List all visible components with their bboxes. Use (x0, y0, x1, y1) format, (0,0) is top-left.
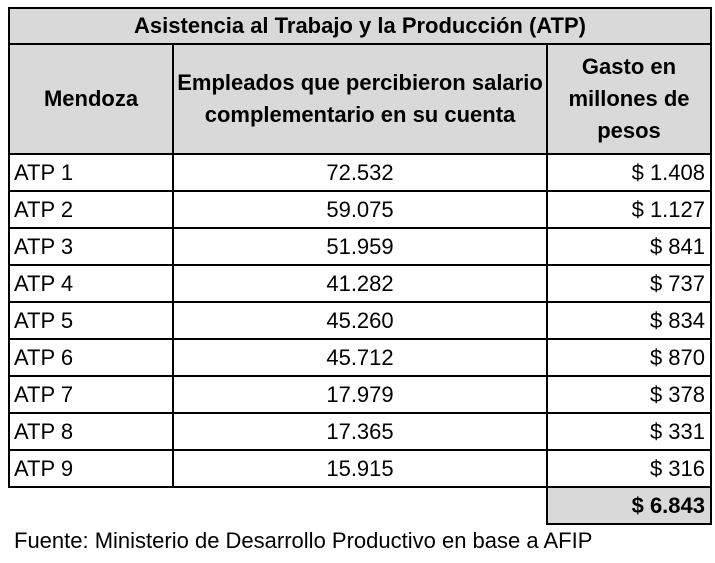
table-row: ATP 1 72.532 $ 1.408 (8, 153, 712, 192)
row-label: ATP 2 (8, 190, 174, 229)
total-gasto: $ 6.843 (546, 486, 712, 525)
row-gasto: $ 331 (546, 412, 712, 451)
row-gasto: $ 870 (546, 338, 712, 377)
table-row: ATP 6 45.712 $ 870 (8, 338, 712, 377)
atp-table: Asistencia al Trabajo y la Producción (A… (8, 7, 712, 525)
table-row: ATP 9 15.915 $ 316 (8, 449, 712, 488)
row-label: ATP 8 (8, 412, 174, 451)
row-gasto: $ 378 (546, 375, 712, 414)
row-empleados: 59.075 (172, 190, 548, 229)
row-label: ATP 5 (8, 301, 174, 340)
row-label: ATP 6 (8, 338, 174, 377)
header-row: Mendoza Empleados que percibieron salari… (8, 43, 712, 155)
row-empleados: 72.532 (172, 153, 548, 192)
row-label: ATP 4 (8, 264, 174, 303)
row-gasto: $ 841 (546, 227, 712, 266)
row-empleados: 17.979 (172, 375, 548, 414)
header-mendoza: Mendoza (8, 43, 174, 155)
row-empleados: 17.365 (172, 412, 548, 451)
row-label: ATP 1 (8, 153, 174, 192)
table-row: ATP 7 17.979 $ 378 (8, 375, 712, 414)
row-empleados: 45.712 (172, 338, 548, 377)
total-spacer (173, 487, 547, 524)
row-gasto: $ 316 (546, 449, 712, 488)
row-empleados: 45.260 (172, 301, 548, 340)
table-title: Asistencia al Trabajo y la Producción (A… (8, 7, 712, 45)
row-gasto: $ 737 (546, 264, 712, 303)
row-gasto: $ 834 (546, 301, 712, 340)
table-row: ATP 2 59.075 $ 1.127 (8, 190, 712, 229)
row-empleados: 15.915 (172, 449, 548, 488)
row-empleados: 51.959 (172, 227, 548, 266)
row-empleados: 41.282 (172, 264, 548, 303)
title-row: Asistencia al Trabajo y la Producción (A… (8, 7, 712, 45)
row-gasto: $ 1.127 (546, 190, 712, 229)
table-row: ATP 5 45.260 $ 834 (8, 301, 712, 340)
total-spacer (9, 487, 173, 524)
row-label: ATP 3 (8, 227, 174, 266)
table-row: ATP 3 51.959 $ 841 (8, 227, 712, 266)
table-row: ATP 4 41.282 $ 737 (8, 264, 712, 303)
row-label: ATP 7 (8, 375, 174, 414)
row-label: ATP 9 (8, 449, 174, 488)
total-row: $ 6.843 (9, 486, 712, 525)
table-row: ATP 8 17.365 $ 331 (8, 412, 712, 451)
header-gasto: Gasto en millones de pesos (546, 43, 712, 155)
source-footnote: Fuente: Ministerio de Desarrollo Product… (14, 528, 593, 553)
row-gasto: $ 1.408 (546, 153, 712, 192)
header-empleados: Empleados que percibieron salario comple… (172, 43, 548, 155)
atp-table-container: Asistencia al Trabajo y la Producción (A… (8, 7, 712, 525)
